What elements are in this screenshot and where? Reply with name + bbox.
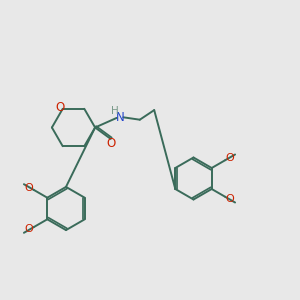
Text: O: O — [226, 194, 234, 204]
Text: H: H — [111, 106, 119, 116]
Text: O: O — [106, 137, 116, 150]
Text: O: O — [24, 183, 33, 193]
Text: O: O — [24, 224, 33, 235]
Text: N: N — [116, 111, 125, 124]
Text: O: O — [56, 101, 65, 114]
Text: O: O — [225, 153, 234, 163]
